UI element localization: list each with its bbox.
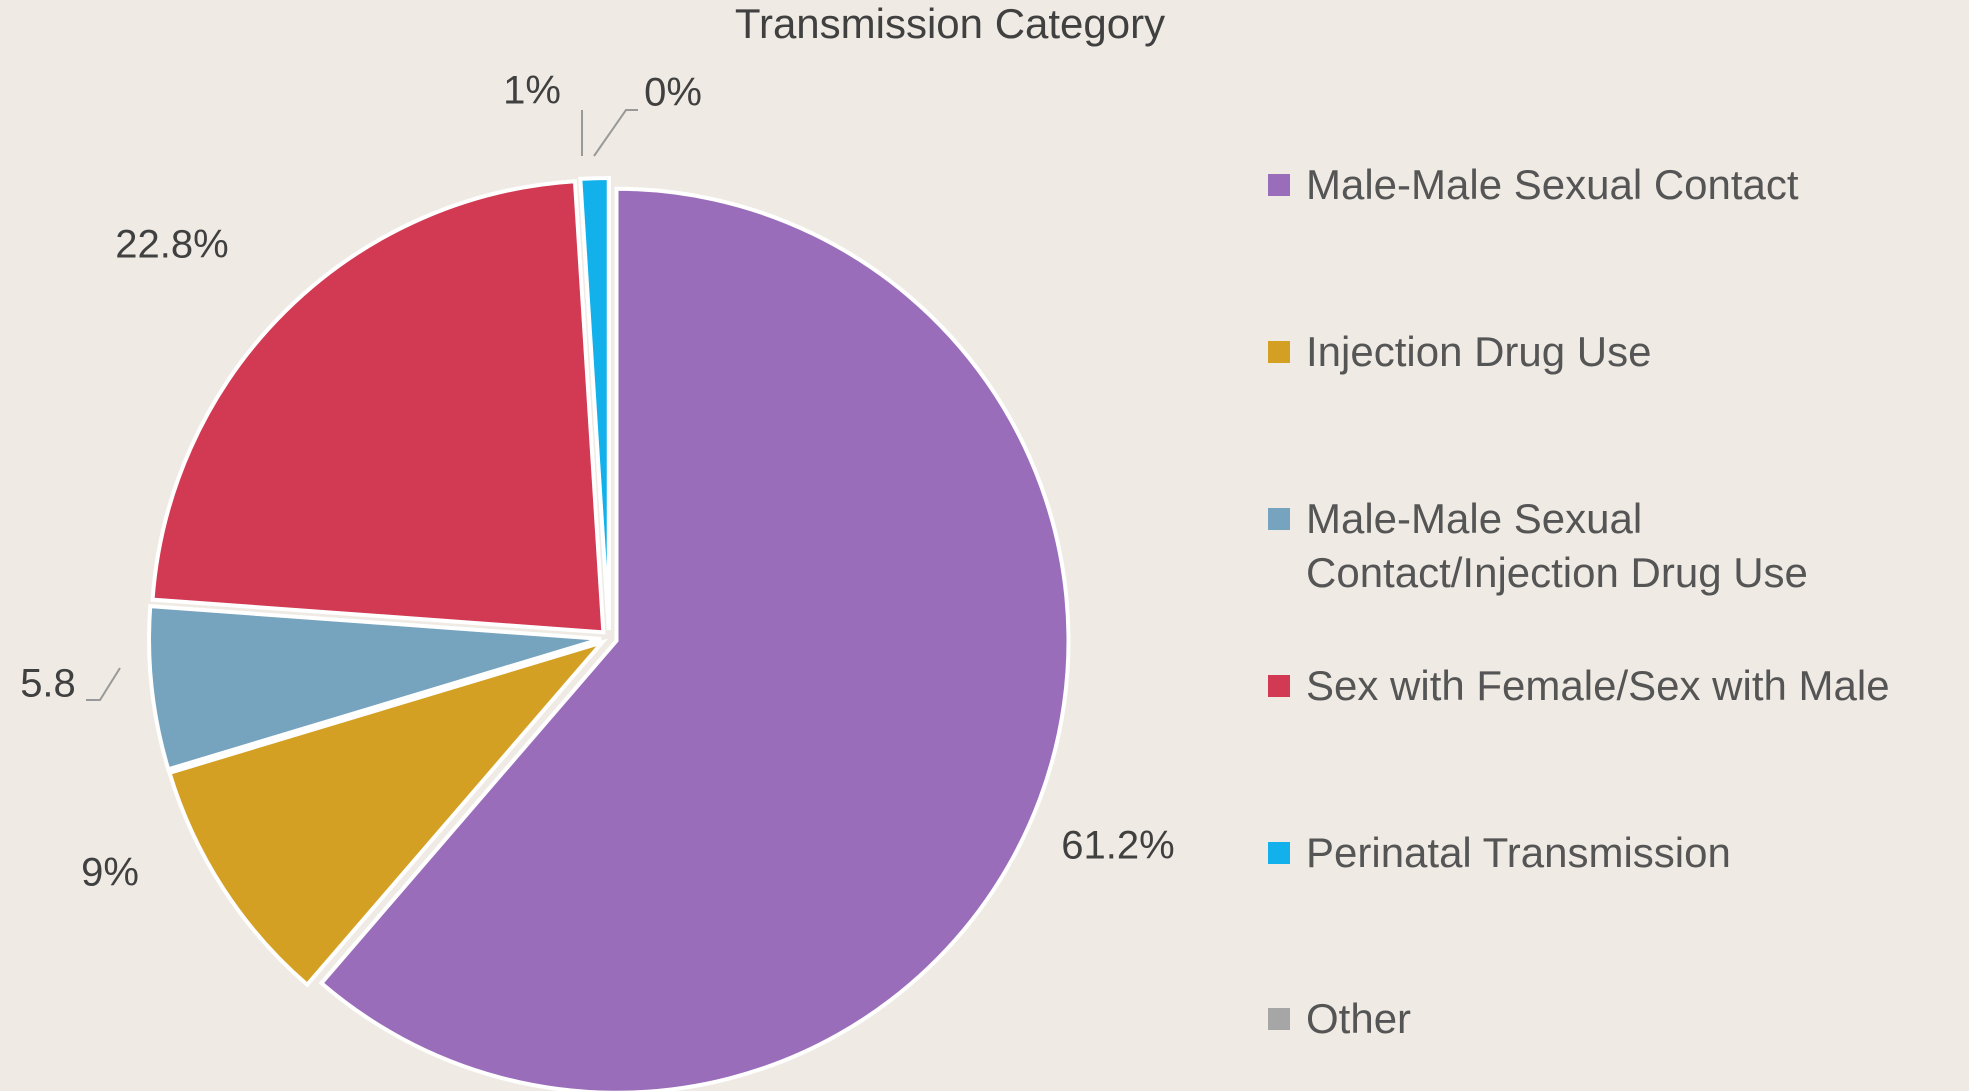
legend-label: Perinatal Transmission (1306, 829, 1731, 876)
legend-item: Injection Drug Use (1268, 325, 1908, 379)
legend-label: Male-Male Sexual Contact/Injection Drug … (1306, 495, 1808, 596)
chart-title: Transmission Category (735, 0, 1165, 47)
data-label: 9% (81, 851, 139, 895)
data-label: 22.8% (115, 223, 228, 267)
legend-label: Sex with Female/Sex with Male (1306, 662, 1890, 709)
data-label: 61.2% (1061, 824, 1174, 868)
pie-slice (147, 604, 602, 772)
legend-item: Sex with Female/Sex with Male (1268, 659, 1908, 713)
legend-label: Male-Male Sexual Contact (1306, 161, 1799, 208)
legend-item: Male-Male Sexual Contact/Injection Drug … (1268, 492, 1908, 600)
legend-swatch (1268, 675, 1290, 697)
data-label: 1% (503, 69, 561, 113)
legend-label: Injection Drug Use (1306, 328, 1652, 375)
legend-label: Other (1306, 995, 1412, 1042)
pie-slice (150, 179, 606, 635)
pie-slice (167, 638, 609, 988)
legend-swatch (1268, 508, 1290, 530)
legend-swatch (1268, 174, 1290, 196)
data-label: 5.8 (20, 662, 76, 706)
pie-slice (318, 186, 1071, 1091)
leader-line (593, 109, 638, 157)
legend-swatch (1268, 842, 1290, 864)
legend-item: Other (1268, 992, 1908, 1046)
legend-swatch (1268, 341, 1290, 363)
data-label: 0% (644, 71, 702, 115)
legend-item: Male-Male Sexual Contact (1268, 158, 1908, 212)
leader-line (86, 667, 121, 701)
legend-item: Perinatal Transmission (1268, 826, 1908, 880)
legend-swatch (1268, 1008, 1290, 1030)
